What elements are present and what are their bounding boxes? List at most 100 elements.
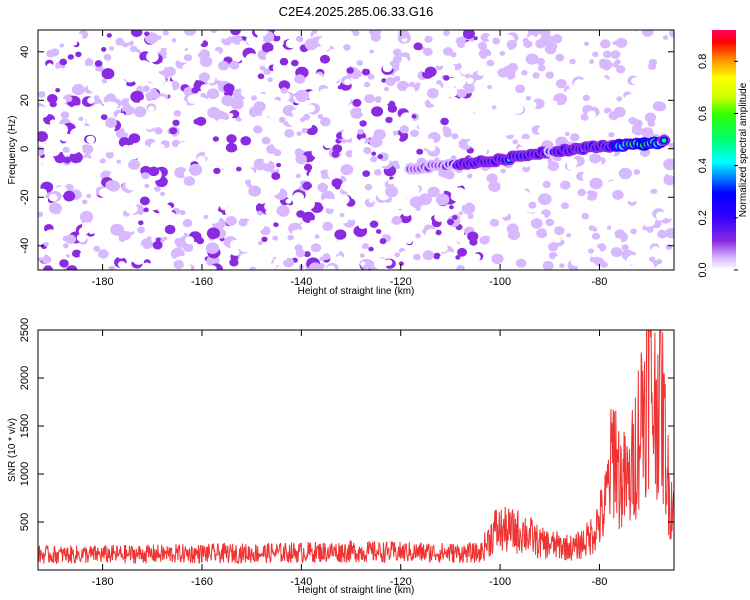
heatmap-cell (487, 85, 492, 90)
heatmap-cell (360, 261, 366, 266)
colorbar-ticks: 0.0 0.2 0.4 0.6 0.8 (697, 54, 738, 278)
heatmap-cell (205, 242, 220, 254)
heatmap-cell (302, 181, 313, 190)
heatmap-cell (589, 153, 601, 164)
heatmap-cell (137, 145, 152, 158)
y-tick-label: 40 (19, 46, 31, 58)
figure-title: C2E4.2025.285.06.33.G16 (279, 4, 434, 19)
heatmap-cell (622, 217, 634, 227)
heatmap-cell (593, 68, 606, 79)
heatmap-cell (429, 182, 436, 188)
heatmap-cell (391, 215, 402, 225)
heatmap-cell (99, 163, 105, 168)
heatmap-cell (661, 138, 667, 143)
heatmap-cell (566, 158, 578, 168)
heatmap-cell (47, 94, 58, 104)
heatmap-cell (99, 158, 106, 164)
heatmap-cell (176, 72, 186, 82)
heatmap-cell (374, 96, 383, 103)
heatmap-cell (152, 116, 158, 122)
heatmap-cell (578, 226, 586, 233)
heatmap-cell (227, 117, 235, 124)
heatmap-cell (344, 78, 352, 86)
heatmap-cell (265, 50, 280, 63)
heatmap-cell (379, 238, 387, 245)
heatmap-cell (308, 225, 316, 232)
heatmap-cell (148, 166, 160, 177)
heatmap-cell (413, 42, 423, 51)
heatmap-cell (223, 83, 235, 94)
heatmap-cell (139, 196, 150, 206)
heatmap-cell (234, 125, 243, 133)
heatmap-cell (240, 86, 254, 99)
heatmap-cell (632, 208, 638, 213)
heatmap-cell (244, 145, 253, 152)
heatmap-cell (272, 123, 279, 129)
heatmap-cell (632, 119, 643, 128)
heatmap-cell (231, 248, 240, 256)
heatmap-cell (63, 156, 71, 164)
heatmap-cell (139, 99, 145, 105)
heatmap-cell (532, 30, 543, 35)
heatmap-cell (103, 54, 112, 61)
heatmap-cell (498, 116, 511, 127)
heatmap-cell (502, 101, 511, 109)
heatmap-cell (250, 95, 257, 101)
heatmap-cell (381, 249, 391, 259)
heatmap-cell (87, 97, 95, 104)
heatmap-cell (523, 162, 529, 168)
heatmap-cell (491, 105, 497, 110)
heatmap-cell (473, 36, 478, 41)
heatmap-cell (119, 150, 133, 162)
heatmap-cell (641, 30, 654, 37)
heatmap-cell (600, 261, 608, 268)
heatmap-cell (370, 155, 378, 163)
heatmap-cell (91, 48, 99, 55)
heatmap-cell (87, 82, 99, 92)
heatmap-cell (651, 246, 660, 253)
heatmap-cell (79, 242, 92, 254)
heatmap-cell (134, 68, 142, 75)
heatmap-cell (388, 179, 394, 185)
heatmap-cell (122, 144, 130, 152)
heatmap-cell (458, 138, 473, 150)
heatmap-cell (128, 159, 141, 170)
heatmap-cell (657, 77, 670, 88)
heatmap-cell (423, 47, 433, 57)
heatmap-cell (166, 133, 173, 140)
heatmap-cell (559, 263, 565, 269)
heatmap-cell (577, 188, 586, 197)
heatmap-cell (476, 122, 485, 130)
heatmap-cell (101, 47, 107, 52)
heatmap-cell (384, 86, 389, 92)
heatmap-cell (334, 229, 347, 240)
heatmap-cell (298, 55, 308, 63)
heatmap-cell (596, 194, 605, 201)
heatmap-cell (499, 50, 506, 56)
heatmap-cell (155, 47, 161, 52)
heatmap-cell (371, 85, 380, 93)
heatmap-cell (408, 180, 416, 186)
heatmap-cell (391, 197, 405, 210)
heatmap-cell (242, 194, 254, 205)
heatmap-cell (90, 32, 96, 38)
heatmap-cell (94, 60, 103, 67)
heatmap-cell (183, 176, 195, 187)
heatmap-cell (592, 51, 599, 58)
heatmap-cell (93, 245, 101, 252)
x-tick-label: -160 (191, 276, 213, 288)
heatmap-cell (154, 186, 161, 192)
heatmap-cell (447, 218, 454, 226)
heatmap-cell (242, 106, 250, 113)
heatmap-cell (573, 79, 586, 90)
heatmap-cell (330, 242, 336, 248)
heatmap-cell (602, 50, 612, 59)
heatmap-cell (283, 167, 296, 179)
heatmap-cell (459, 119, 470, 129)
heatmap-cell (659, 197, 667, 204)
heatmap-cell (47, 63, 53, 69)
heatmap-cell (427, 88, 439, 99)
heatmap-cell (67, 143, 80, 155)
heatmap-cell (218, 161, 226, 168)
heatmap-cell (458, 75, 467, 84)
